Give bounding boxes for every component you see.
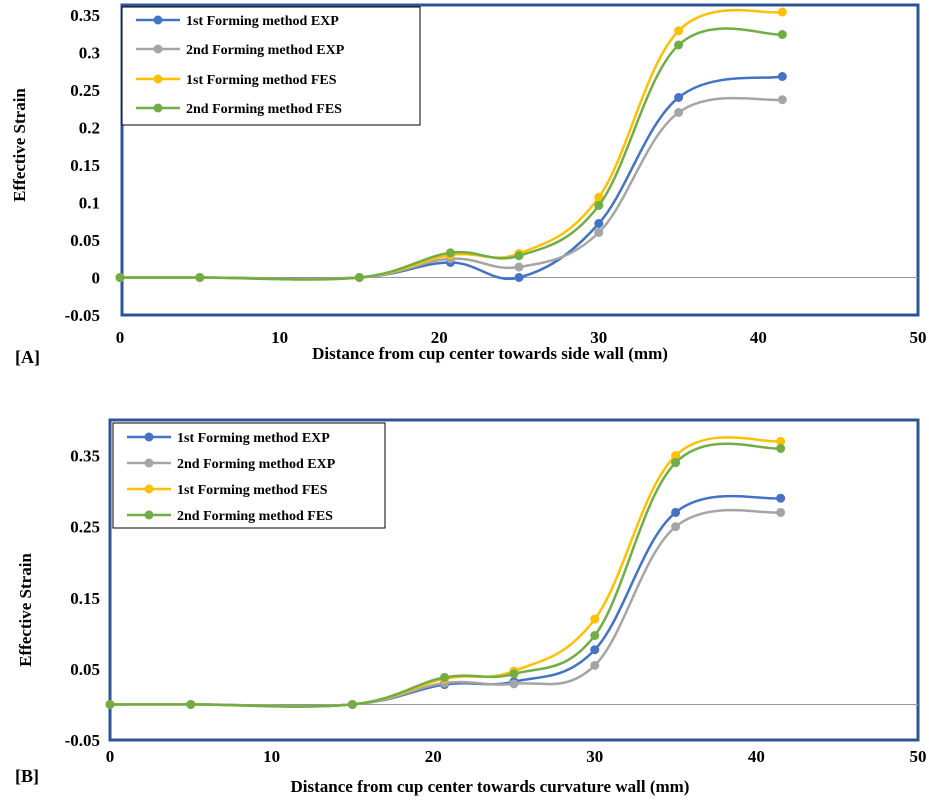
y-tick-label: 0.1 (79, 194, 100, 213)
chart-panel-a: -0.05 0 0.05 0.1 0.15 0.2 0.25 0.3 0.35 0 10 20 30 40… (10, 3, 927, 367)
legend-marker (153, 44, 163, 54)
data-point (514, 273, 524, 282)
data-point (347, 699, 357, 709)
y-axis-label: Effective Strain (16, 553, 35, 667)
data-point (777, 95, 787, 105)
legend-marker (153, 74, 163, 84)
series-line (109, 442, 781, 708)
chart-panel-b: -0.05 0.05 0.15 0.25 0.35 0 10 20 30 40 50 Distance… (15, 418, 927, 796)
legend-label: 2nd Forming method EXP (177, 457, 336, 472)
legend-marker (153, 103, 163, 113)
legend-box (121, 6, 421, 126)
x-tick-label: 30 (590, 328, 607, 347)
legend-label: 2nd Forming method EXP (186, 43, 345, 58)
legend-marker (144, 432, 154, 442)
y-tick-label: 0.3 (79, 44, 100, 63)
data-point (186, 699, 196, 709)
y-tick-label: 0 (92, 269, 101, 288)
data-point (590, 630, 600, 640)
data-point (509, 669, 519, 679)
data-point (777, 72, 787, 81)
data-point (509, 679, 519, 689)
y-tick-label: 0.25 (70, 81, 100, 100)
data-point (671, 458, 681, 468)
legend-label: 2nd Forming method FES (186, 102, 342, 117)
panel-label: [A] (15, 347, 40, 367)
y-tick-label: 0.2 (79, 119, 100, 138)
data-point (440, 672, 450, 682)
x-tick-label: 10 (263, 747, 280, 766)
data-point (671, 522, 681, 532)
legend-label: 1st Forming method EXP (177, 431, 330, 446)
x-tick-label: 40 (748, 747, 765, 766)
data-point (776, 443, 786, 453)
x-axis-label: Distance from cup center towards side wa… (312, 344, 668, 363)
legend-box (112, 422, 386, 529)
data-point (514, 251, 524, 261)
data-point (195, 273, 205, 282)
y-tick-label: 0.15 (70, 589, 100, 608)
legend-label: 1st Forming method FES (186, 73, 337, 88)
x-tick-label: 10 (271, 328, 288, 347)
data-point (674, 93, 684, 102)
data-point (776, 436, 786, 446)
data-point (777, 7, 787, 17)
x-axis-label: Distance from cup center towards curvatu… (291, 777, 690, 796)
data-point (674, 108, 684, 117)
x-tick-label: 20 (425, 747, 442, 766)
legend-marker (144, 484, 154, 494)
y-tick-label: -0.05 (65, 731, 100, 750)
y-tick-label: 0.15 (70, 156, 100, 175)
legend-label: 1st Forming method FES (177, 483, 328, 498)
legend-label: 1st Forming method EXP (186, 14, 339, 29)
legend-marker (144, 510, 154, 520)
x-tick-label: 0 (116, 328, 125, 347)
x-tick-label: 20 (431, 328, 448, 347)
y-tick-label: -0.05 (65, 306, 100, 325)
y-tick-label: 0.05 (70, 231, 100, 250)
data-point (674, 40, 684, 50)
data-point (671, 451, 681, 461)
data-point (514, 262, 524, 272)
data-point (594, 201, 604, 210)
data-point (776, 493, 786, 503)
legend-marker (144, 458, 154, 468)
data-point (674, 26, 684, 36)
x-tick-label: 50 (910, 747, 927, 766)
panel-label: [B] (15, 766, 39, 786)
data-point (105, 699, 115, 709)
y-axis-label: Effective Strain (10, 88, 29, 202)
x-tick-label: 0 (106, 747, 115, 766)
data-point (445, 248, 455, 258)
legend-marker (153, 15, 163, 25)
x-tick-label: 50 (910, 328, 927, 347)
legend-label: 2nd Forming method FES (177, 509, 333, 524)
series-line (120, 27, 783, 281)
y-tick-label: 0.35 (70, 6, 100, 25)
x-tick-label: 30 (586, 747, 603, 766)
y-tick-label: 0.05 (70, 660, 100, 679)
data-point (777, 30, 787, 39)
plot-frame (120, 3, 920, 317)
data-point (590, 645, 600, 655)
y-tick-label: 0.25 (70, 518, 100, 537)
data-point (115, 273, 125, 282)
data-point (594, 219, 604, 228)
x-tick-label: 40 (750, 328, 767, 347)
data-point (590, 614, 600, 624)
data-point (671, 507, 681, 517)
y-tick-label: 0.35 (70, 447, 100, 466)
data-point (590, 660, 600, 670)
data-point (594, 228, 604, 237)
data-point (776, 507, 786, 517)
plot-frame (108, 418, 920, 742)
data-point (594, 192, 604, 202)
data-point (354, 273, 364, 282)
